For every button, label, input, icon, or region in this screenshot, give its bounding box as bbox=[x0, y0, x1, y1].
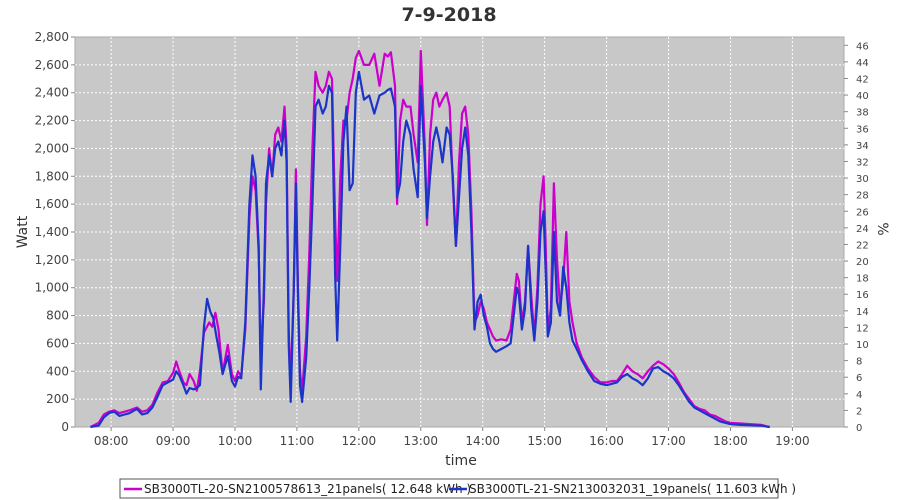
y-tick-label: 1,600 bbox=[35, 197, 69, 211]
y-right-tick-label: 36 bbox=[856, 124, 869, 135]
y-right-tick-label: 28 bbox=[856, 191, 869, 202]
x-tick-label: 08:00 bbox=[94, 434, 129, 448]
y-right-tick-label: 46 bbox=[856, 41, 869, 52]
y-right-tick-label: 24 bbox=[856, 224, 869, 235]
y-right-tick-label: 30 bbox=[856, 174, 869, 185]
x-tick-label: 09:00 bbox=[156, 434, 191, 448]
y-tick-label: 0 bbox=[61, 420, 69, 434]
x-tick-label: 18:00 bbox=[713, 434, 748, 448]
x-tick-label: 12:00 bbox=[342, 434, 377, 448]
series-lines bbox=[89, 49, 770, 429]
x-tick-label: 15:00 bbox=[527, 434, 562, 448]
y-right-tick-label: 38 bbox=[856, 108, 869, 119]
x-axis: 08:00 09:00 10:00 11:00 12:00 13:00 14:00 15:00… bbox=[94, 427, 810, 448]
legend: SB3000TL-20-SN2100578613_21panels( 12.64… bbox=[119, 478, 796, 499]
legend-entry-1: SB3000TL-20-SN2100578613_21panels( 12.64… bbox=[144, 482, 471, 496]
right-y-axis: 0246810121416182022242628303234363840424… bbox=[844, 41, 869, 434]
x-tick-label: 16:00 bbox=[589, 434, 624, 448]
y-tick-label: 1,400 bbox=[35, 225, 69, 239]
y-tick-label: 800 bbox=[46, 309, 69, 323]
x-tick-label: 19:00 bbox=[775, 434, 810, 448]
y-axis-label: Watt bbox=[15, 215, 31, 248]
y-right-tick-label: 0 bbox=[856, 423, 862, 434]
x-tick-label: 11:00 bbox=[280, 434, 315, 448]
chart-title: 7-9-2018 bbox=[401, 4, 496, 26]
y-right-tick-label: 8 bbox=[856, 357, 862, 368]
y-right-tick-label: 26 bbox=[856, 207, 869, 218]
y-right-tick-label: 42 bbox=[856, 74, 869, 85]
y-right-tick-label: 34 bbox=[856, 141, 869, 152]
y-right-tick-label: 16 bbox=[856, 290, 869, 301]
y-tick-label: 200 bbox=[46, 392, 69, 406]
y-tick-label: 2,600 bbox=[35, 58, 69, 72]
y-right-tick-label: 14 bbox=[856, 307, 869, 318]
legend-entry-2: SB3000TL-21-SN2130032031_19panels( 11.60… bbox=[469, 482, 796, 496]
x-axis-label: time bbox=[445, 453, 477, 469]
y-tick-label: 2,400 bbox=[35, 86, 69, 100]
y-tick-label: 400 bbox=[46, 364, 69, 378]
y-tick-label: 1,200 bbox=[35, 253, 69, 267]
left-y-axis: 0 200 400 600 800 1,000 1,200 1,400 1,600 1,800 2,… bbox=[35, 30, 75, 434]
x-tick-label: 10:00 bbox=[218, 434, 253, 448]
y-right-tick-label: 2 bbox=[856, 406, 862, 417]
y-right-tick-label: 44 bbox=[856, 58, 869, 69]
y-tick-label: 2,800 bbox=[35, 30, 69, 44]
y-tick-label: 2,200 bbox=[35, 114, 69, 128]
y-tick-label: 2,000 bbox=[35, 141, 69, 155]
y-right-tick-label: 6 bbox=[856, 373, 862, 384]
y-tick-label: 600 bbox=[46, 336, 69, 350]
y-right-tick-label: 20 bbox=[856, 257, 869, 268]
y-right-tick-label: 40 bbox=[856, 91, 869, 102]
x-tick-label: 13:00 bbox=[403, 434, 438, 448]
y-tick-label: 1,000 bbox=[35, 281, 69, 295]
x-tick-label: 17:00 bbox=[651, 434, 686, 448]
y-right-tick-label: 32 bbox=[856, 157, 869, 168]
y-tick-label: 1,800 bbox=[35, 169, 69, 183]
y-right-tick-label: 12 bbox=[856, 323, 869, 334]
y-right-tick-label: 18 bbox=[856, 274, 869, 285]
x-tick-label: 14:00 bbox=[465, 434, 500, 448]
y-right-axis-label: % bbox=[874, 222, 890, 235]
series-line-2 bbox=[90, 70, 770, 429]
y-right-tick-label: 10 bbox=[856, 340, 869, 351]
y-right-tick-label: 4 bbox=[856, 390, 862, 401]
y-right-tick-label: 22 bbox=[856, 240, 869, 251]
